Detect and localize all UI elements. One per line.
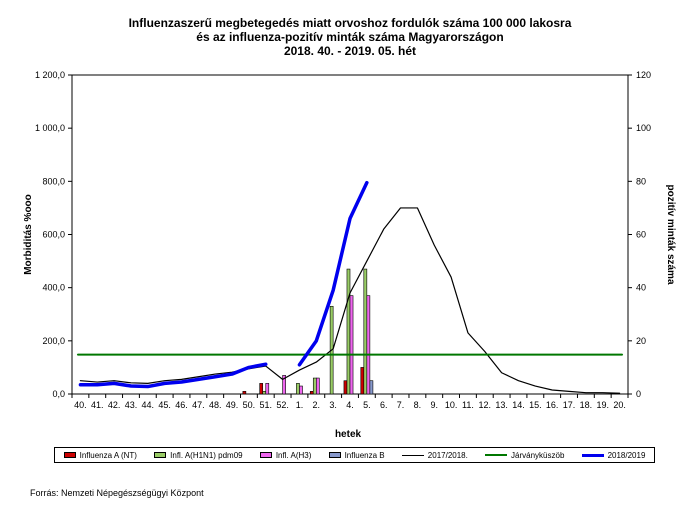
x-tick-label: 43.	[125, 400, 138, 410]
x-tick-label: 52.	[276, 400, 289, 410]
legend-label: Járványküszöb	[511, 450, 565, 460]
x-tick-label: 14.	[512, 400, 525, 410]
x-tick-label: 11.	[462, 400, 474, 410]
chart-title-line-1: Influenzaszerű megbetegedés miatt orvosh…	[128, 16, 572, 30]
y-right-tick-label: 40	[636, 283, 646, 293]
y-left-tick-label: 1 000,0	[35, 123, 65, 133]
legend-item-line-0: 2017/2018.	[401, 450, 468, 460]
x-tick-label: 17.	[563, 400, 576, 410]
bar-2-12	[282, 375, 286, 395]
legend-swatch	[401, 454, 424, 456]
bar-2-16	[349, 295, 354, 395]
line-0-seg-0	[79, 207, 621, 394]
y-left-axis-label: Morbiditás %ooo	[23, 194, 34, 275]
x-tick-label: 51.	[259, 400, 272, 410]
x-tick-label: 4.	[346, 400, 354, 410]
source-note: Forrás: Nemzeti Népegészségügyi Központ	[30, 488, 204, 498]
bar-0-14	[309, 391, 314, 395]
bar-2-11	[265, 383, 270, 395]
legend-item-line-2: 2018/2019	[581, 450, 646, 460]
legend-label: 2018/2019	[607, 450, 646, 460]
x-tick-label: 48.	[209, 400, 222, 410]
legend-item-bar-3: Influenza B	[328, 450, 385, 460]
x-tick-label: 9.	[430, 400, 438, 410]
y-left-tick-label: 600,0	[42, 230, 65, 240]
legend-item-line-1: Járványküszöb	[485, 451, 564, 460]
legend-swatch	[328, 452, 341, 458]
y-left-tick-label: 200,0	[42, 336, 65, 346]
x-tick-label: 3.	[329, 400, 337, 410]
y-right-tick-label: 80	[636, 176, 646, 186]
y-right-tick-label: 120	[636, 70, 651, 80]
bar-3-17	[369, 380, 374, 395]
bar-0-16	[343, 380, 348, 395]
x-tick-label: 18.	[580, 400, 593, 410]
x-axis-label: hetek	[335, 429, 362, 440]
bar-0-17	[360, 367, 365, 395]
legend-swatch	[485, 454, 508, 456]
x-tick-label: 45.	[158, 400, 171, 410]
x-tick-label: 7.	[397, 400, 405, 410]
x-tick-label: 47.	[192, 400, 205, 410]
x-tick-label: 5.	[363, 400, 371, 410]
y-left-tick-label: 400,0	[42, 283, 65, 293]
x-tick-label: 6.	[380, 400, 388, 410]
x-tick-label: 16.	[546, 400, 559, 410]
y-left-tick-label: 1 200,0	[35, 70, 65, 80]
x-tick-label: 40.	[74, 400, 87, 410]
x-tick-label: 2.	[313, 400, 321, 410]
x-tick-label: 20.	[613, 400, 626, 410]
x-tick-label: 1.	[296, 400, 304, 410]
legend-swatch	[63, 452, 76, 458]
bar-1-14	[312, 377, 317, 395]
legend-swatch	[259, 452, 272, 458]
bar-1-16	[346, 268, 351, 395]
legend-label: Infl. A(H3)	[275, 450, 312, 460]
x-tick-label: 8.	[414, 400, 422, 410]
bar-1-13	[296, 383, 300, 395]
bar-0-10	[242, 391, 247, 395]
x-tick-label: 42.	[108, 400, 121, 410]
chart-legend: Influenza A (NT) Infl. A(H1N1) pdm09 Infl.…	[54, 447, 655, 463]
x-tick-label: 49.	[226, 400, 239, 410]
y-left-tick-label: 0,0	[52, 389, 65, 399]
y-right-tick-label: 60	[636, 230, 646, 240]
x-tick-label: 46.	[175, 400, 188, 410]
legend-label: 2017/2018.	[427, 450, 468, 460]
line-2-seg-1	[297, 180, 369, 367]
bar-2-17	[366, 295, 371, 395]
legend-label: Influenza A (NT)	[79, 450, 137, 460]
bar-2-13	[299, 385, 303, 395]
bar-0-11	[259, 383, 264, 395]
x-tick-label: 12.	[479, 400, 492, 410]
x-tick-label: 41.	[91, 400, 104, 410]
y-right-axis-label: pozitív minták száma	[665, 184, 676, 284]
legend-item-bar-2: Infl. A(H3)	[259, 450, 312, 460]
legend-item-bar-0: Influenza A (NT)	[63, 450, 137, 460]
bar-2-14	[316, 377, 320, 395]
y-left-tick-label: 800,0	[42, 176, 65, 186]
x-tick-label: 50.	[243, 400, 256, 410]
x-tick-label: 15.	[529, 400, 542, 410]
legend-label: Influenza B	[344, 450, 385, 460]
legend-label: Infl. A(H1N1) pdm09	[170, 450, 243, 460]
legend-swatch	[154, 452, 167, 458]
chart-title-line-2: és az influenza-pozitív minták száma Mag…	[196, 30, 504, 44]
legend-swatch	[581, 453, 604, 457]
bar-1-17	[363, 268, 368, 395]
x-tick-label: 19.	[596, 400, 609, 410]
chart-title-line-3: 2018. 40. - 2019. 05. hét	[283, 44, 417, 58]
y-right-tick-label: 0	[636, 389, 641, 399]
y-right-tick-label: 20	[636, 336, 646, 346]
x-tick-label: 44.	[142, 400, 155, 410]
x-tick-label: 10.	[445, 400, 458, 410]
y-right-tick-label: 100	[636, 123, 651, 133]
x-tick-label: 13.	[495, 400, 508, 410]
line-2-seg-0	[78, 362, 268, 389]
bar-1-11	[262, 391, 267, 395]
legend-item-bar-1: Infl. A(H1N1) pdm09	[154, 450, 243, 460]
